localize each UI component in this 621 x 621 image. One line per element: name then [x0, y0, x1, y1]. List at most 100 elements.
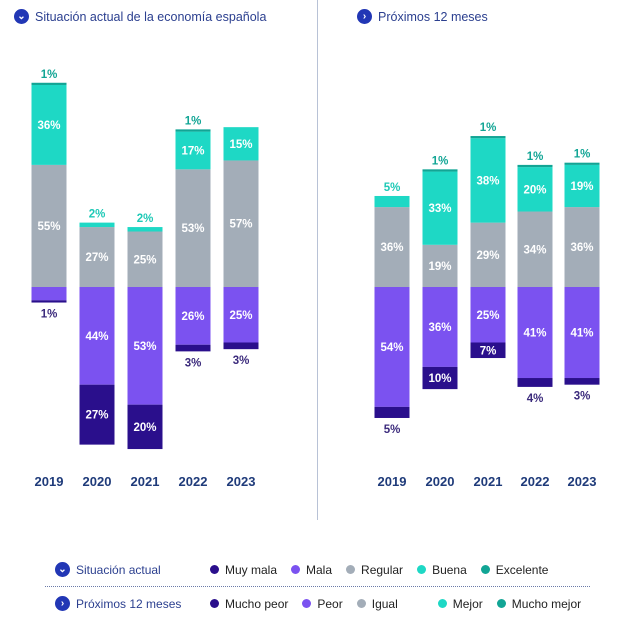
data-label: 19%	[570, 181, 593, 193]
legend-divider	[45, 586, 590, 587]
year-tick-label: 2020	[426, 474, 455, 489]
bar-segment	[470, 342, 506, 359]
data-label: 1%	[527, 151, 544, 163]
data-label: 41%	[570, 328, 593, 340]
right-chart-title: Próximos 12 meses	[378, 9, 488, 24]
bar-segment	[223, 127, 259, 161]
bar-segment	[374, 207, 410, 287]
data-label: 27%	[85, 252, 108, 264]
bar-segment	[127, 404, 163, 450]
legend-item: Excelente	[480, 563, 548, 577]
dot-icon	[437, 599, 447, 608]
data-label: 1%	[41, 69, 58, 81]
bar-segment	[175, 169, 211, 287]
data-label: 36%	[37, 120, 60, 132]
bar-segment	[175, 287, 211, 345]
legend-item: Igual	[356, 596, 398, 611]
bar-segment	[470, 222, 506, 287]
dot-icon	[210, 565, 219, 574]
bar-segment	[223, 160, 259, 287]
bar-segment	[517, 211, 553, 287]
data-label: 36%	[570, 242, 593, 254]
dot-icon	[210, 599, 219, 608]
bar-segment	[175, 131, 211, 170]
bar-segment	[564, 162, 600, 165]
divider	[317, 0, 318, 520]
legend-label: Peor	[317, 596, 343, 611]
left-chart-header: ⌄ Situación actual de la economía españo…	[14, 9, 266, 24]
dot-icon	[480, 565, 490, 574]
data-label: 7%	[480, 345, 497, 357]
bar-segment	[31, 164, 67, 287]
bar-segment	[127, 227, 163, 232]
legend-label: Igual	[371, 596, 398, 611]
data-label: 41%	[523, 328, 546, 340]
year-tick-label: 2021	[474, 474, 503, 489]
bar-segment	[564, 207, 600, 287]
chevron-down-circle-icon: ⌄	[14, 9, 29, 24]
bar-segment	[175, 344, 211, 352]
legend-label: Mucho mejor	[511, 596, 582, 611]
bar-segment	[79, 222, 115, 228]
legend-item: Mucho peor	[210, 597, 288, 611]
data-label: 4%	[527, 393, 544, 405]
bar-segment	[517, 164, 553, 168]
data-label: 3%	[233, 355, 250, 367]
legend-label: Mala	[306, 562, 333, 577]
year-tick-label: 2022	[179, 474, 208, 489]
legend-item: Peor	[302, 596, 343, 611]
data-label: 2%	[89, 209, 106, 221]
bar-segment	[175, 129, 211, 132]
year-tick-label: 2023	[227, 474, 256, 489]
bar-segment	[564, 378, 600, 385]
legend-label: Muy mala	[225, 562, 278, 577]
bar-segment	[517, 378, 553, 387]
chevron-right-circle-icon: ›	[55, 596, 70, 611]
bar-segment	[564, 287, 600, 379]
legend-item: Mala	[291, 563, 332, 577]
data-label: 1%	[432, 155, 449, 167]
data-label: 54%	[380, 342, 403, 354]
dot-icon	[291, 565, 301, 574]
legend-label: Regular	[361, 562, 404, 577]
bar-segment	[223, 287, 259, 343]
data-label: 38%	[476, 175, 499, 187]
legend-title: Situación actual	[76, 562, 161, 577]
data-label: 26%	[181, 311, 204, 323]
data-label: 15%	[229, 139, 252, 151]
data-label: 20%	[133, 422, 156, 434]
data-label: 25%	[476, 310, 499, 322]
bar-segment	[470, 287, 506, 343]
bar-segment	[374, 406, 410, 418]
bar-segment	[422, 171, 458, 245]
data-label: 57%	[229, 219, 252, 231]
bar-segment	[422, 169, 458, 172]
legend-title: Próximos 12 meses	[76, 596, 182, 611]
data-label: 5%	[384, 424, 401, 436]
bar-segment	[31, 82, 67, 85]
data-label: 44%	[85, 331, 108, 343]
data-label: 55%	[37, 221, 60, 233]
legend-item: Mejor	[437, 597, 483, 611]
bar-segment	[422, 287, 458, 367]
data-label: 1%	[574, 149, 591, 161]
dot-icon	[346, 565, 356, 574]
left-chart-title: Situación actual de la economía española	[35, 9, 267, 24]
bar-segment	[422, 244, 458, 287]
data-label: 1%	[480, 122, 497, 134]
data-label: 10%	[428, 373, 451, 385]
data-label: 3%	[185, 357, 202, 369]
bar-segment	[127, 231, 163, 287]
year-tick-label: 2021	[131, 474, 160, 489]
bar-segment	[422, 366, 458, 390]
bar-segment	[374, 287, 410, 407]
data-label: 36%	[380, 242, 403, 254]
data-label: 1%	[41, 309, 58, 321]
data-label: 27%	[85, 410, 108, 422]
bar-segment	[31, 300, 67, 303]
data-label: 29%	[476, 250, 499, 262]
legend-row-next12: › Próximos 12 meses Mucho peor Peor Igual…	[55, 596, 595, 611]
legend-row-current: ⌄ Situación actual Muy mala Mala Regular …	[55, 562, 562, 577]
data-label: 20%	[523, 184, 546, 196]
data-label: 17%	[181, 145, 204, 157]
